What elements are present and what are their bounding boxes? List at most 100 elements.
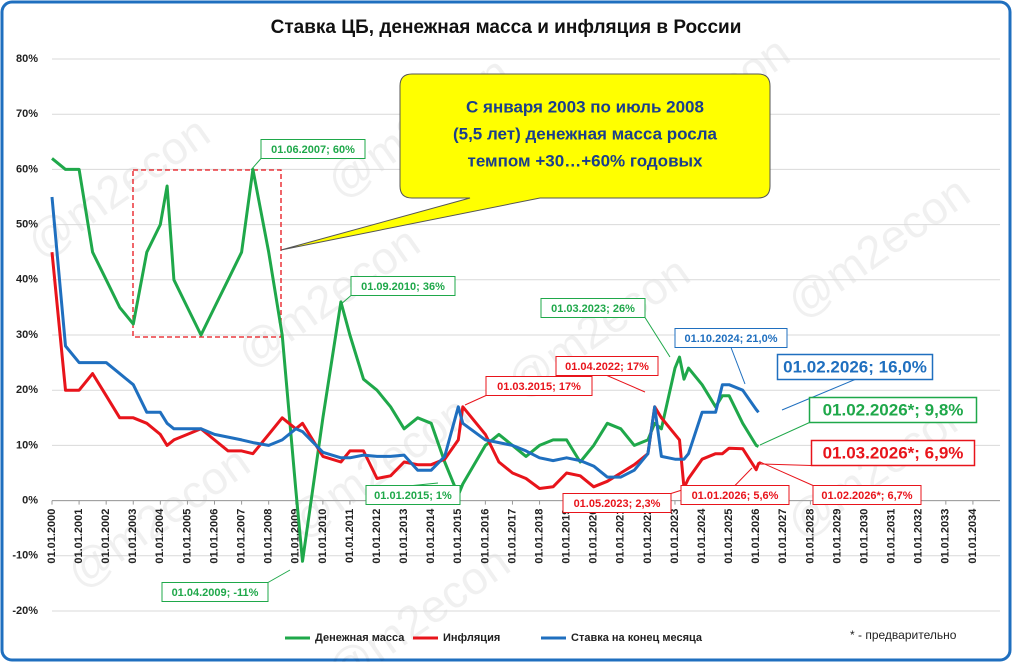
x-tick-label: 01.01.2004 [154,508,166,564]
annotation-box [674,328,788,348]
y-tick-label: 10% [16,439,38,451]
x-tick-label: 01.01.2002 [100,509,112,564]
legend-label: Денежная масса [315,632,405,644]
y-tick-label: -10% [12,550,38,562]
annotation-box [812,485,922,505]
y-tick-label: 70% [16,108,38,120]
x-tick-label: 01.01.2027 [777,509,789,564]
annotation-box [776,353,934,381]
annotation-leader [267,569,291,583]
annotation-leader [734,467,753,486]
annotation: 01.03.2023; 26% [551,303,635,315]
annotation: 01.06.2007; 60% [271,144,355,156]
y-tick-label: 60% [16,163,38,175]
annotation-box [540,298,646,318]
x-tick-label: 01.01.2010 [317,509,329,564]
annotation-box [350,276,456,296]
x-tick-label: 01.01.2009 [290,509,302,564]
x-tick-label: 01.01.2025 [723,509,735,564]
x-tick-label: 01.01.2030 [858,509,870,564]
y-tick-label: 80% [16,53,38,65]
x-tick-label: 01.01.2007 [236,509,248,564]
legend-label: Ставка на конец месяца [571,632,703,644]
x-tick-label: 01.01.2003 [127,509,139,564]
x-tick-label: 01.01.2013 [398,509,410,564]
x-tick-label: 01.01.2033 [940,509,952,564]
y-tick-label: 20% [16,384,38,396]
annotation: 01.05.2023; 2,3% [574,498,661,510]
x-tick-label: 01.01.2005 [181,509,193,564]
annotation-box [555,356,659,376]
annotation-leader [781,379,856,411]
annotation: 01.01.2015; 1% [374,490,452,502]
x-tick-label: 01.01.2024 [696,508,708,564]
annotation: 01.03.2026*; 6,9% [823,443,964,462]
annotation-box [680,485,790,505]
callout-text: С января 2003 по июль 2008 [466,97,704,116]
x-tick-label: 01.01.2008 [263,509,275,564]
annotation-box [562,493,672,513]
annotation-leader [464,395,487,406]
y-tick-label: 0% [22,495,38,507]
footnote: * - предварительно [850,628,957,642]
x-tick-label: 01.01.2006 [208,509,220,564]
callout-box [280,73,771,251]
callout-text: темпом +30…+60% годовых [468,151,704,170]
annotation-box [810,439,976,467]
y-tick-label: 40% [16,274,38,286]
annotation-leader [670,489,683,494]
annotation: 01.02.2026; 16,0% [783,357,927,376]
annotation: 01.02.2026*; 6,7% [821,490,912,502]
x-tick-label: 01.01.2000 [46,509,58,564]
annotation: 01.02.2026*; 9,8% [823,400,964,419]
x-tick-label: 01.01.2023 [669,509,681,564]
callout-text: (5,5 лет) денежная масса росла [453,124,718,143]
annotation-box [485,376,593,396]
x-tick-label: 01.01.2018 [533,509,545,564]
annotation-leader [250,158,262,171]
annotation-leader [759,422,810,446]
y-tick-label: 50% [16,219,38,231]
annotation: 01.10.2024; 21,0% [685,333,778,345]
x-tick-label: 01.01.2017 [506,509,518,564]
y-tick-label: -20% [12,605,38,617]
x-tick-label: 01.01.2034 [967,508,979,564]
annotation-leader [606,375,646,393]
annotation-leader [759,461,814,486]
x-tick-label: 01.01.2011 [344,509,356,563]
x-tick-label: 01.01.2032 [913,509,925,564]
x-tick-label: 01.01.2022 [642,509,654,564]
annotation: 01.09.2010; 36% [361,281,445,293]
annotation-leader [730,347,746,385]
x-tick-label: 01.01.2028 [804,509,816,564]
annotation: 01.03.2015; 17% [497,381,581,393]
annotation-box [260,139,366,159]
annotation: 01.01.2026; 5,6% [692,490,779,502]
highlight-box [132,169,282,338]
annotation-leader [644,317,671,358]
legend-label: Инфляция [443,632,500,644]
x-tick-label: 01.01.2026 [750,509,762,564]
x-tick-label: 01.01.2014 [425,508,437,564]
annotation-leader [759,463,812,466]
annotation-leader [339,295,352,306]
x-tick-label: 01.01.2029 [831,509,843,564]
y-tick-label: 30% [16,329,38,341]
x-tick-label: 01.01.2001 [73,509,85,564]
x-tick-label: 01.01.2020 [588,509,600,564]
annotation-box [808,396,978,424]
series-line [51,157,760,563]
x-tick-label: 01.01.2016 [479,509,491,564]
x-tick-label: 01.01.2015 [452,509,464,564]
series-line [50,196,760,479]
x-tick-label: 01.01.2012 [371,509,383,564]
annotation: 01.04.2022; 17% [565,361,649,373]
chart-title: Ставка ЦБ, денежная масса и инфляция в Р… [271,17,742,38]
annotation: 01.04.2009; -11% [172,587,259,599]
annotation-box [365,485,461,505]
annotation-box [161,582,269,602]
x-tick-label: 01.01.2031 [886,509,898,564]
x-tick-label: 01.01.2019 [561,509,573,564]
